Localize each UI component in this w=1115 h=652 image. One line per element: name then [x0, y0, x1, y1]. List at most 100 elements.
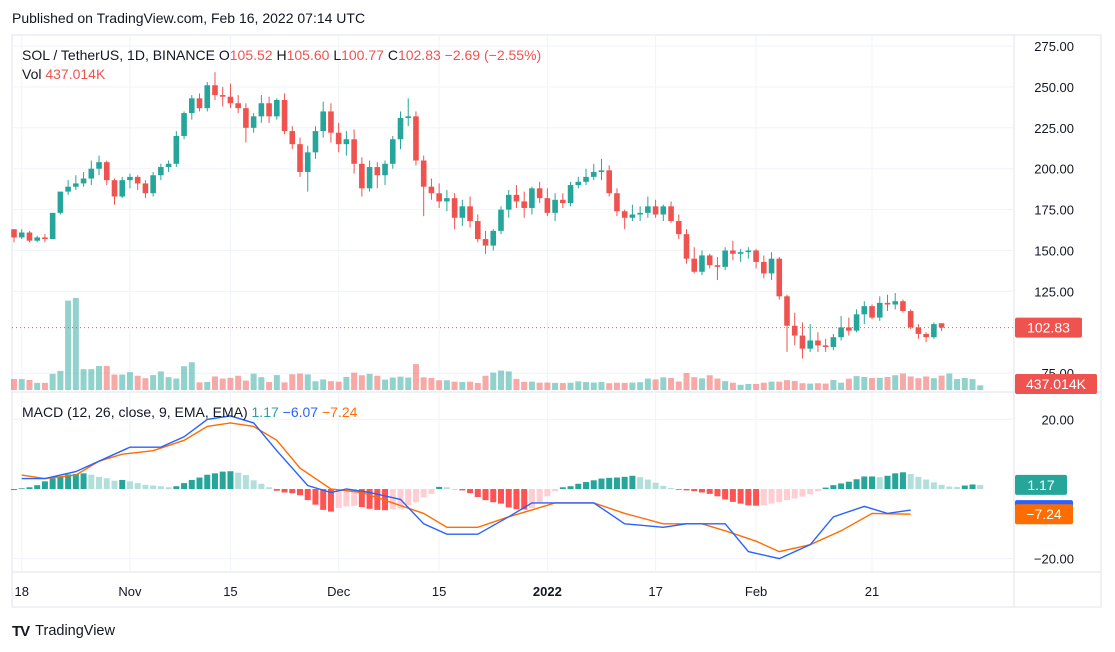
candle: [274, 98, 280, 120]
candle-body: [552, 199, 558, 213]
candle: [227, 83, 234, 109]
macd-histogram-bar: [822, 487, 829, 489]
volume-bar: [753, 383, 760, 390]
volume-bar: [134, 375, 141, 390]
macd-histogram-bar: [575, 483, 582, 489]
candle-body: [320, 111, 326, 132]
candle-body: [869, 306, 875, 318]
candle-body: [876, 302, 883, 318]
volume-bar: [103, 366, 110, 390]
candle: [173, 131, 180, 168]
volume-bar: [250, 373, 257, 390]
macd-histogram-bar: [776, 489, 783, 503]
candle-body: [830, 337, 837, 348]
candle-body: [505, 194, 512, 210]
volume-bar: [351, 372, 358, 390]
macd-histogram-bar: [946, 486, 953, 489]
candle: [359, 157, 365, 197]
macd-histogram-bar: [126, 481, 133, 489]
candle: [846, 317, 852, 336]
candle: [142, 180, 149, 199]
macd-legend-name: MACD (12, 26, close, 9, EMA, EMA): [22, 404, 252, 420]
volume-bar: [845, 378, 852, 390]
volume-bar: [150, 375, 157, 390]
candle: [413, 111, 419, 166]
candle: [900, 299, 906, 313]
candle: [853, 309, 860, 333]
candle: [931, 322, 937, 339]
change-value: −2.69 (−2.55%): [445, 47, 542, 63]
macd-histogram-bar: [258, 483, 265, 489]
candle: [65, 180, 71, 195]
volume-bar: [977, 385, 984, 390]
candle: [660, 204, 667, 222]
time-tick-label: 15: [432, 584, 446, 599]
macd-legend-signal: −7.24: [322, 404, 358, 420]
candle: [505, 189, 512, 218]
macd-indicator: [11, 415, 984, 560]
macd-tick-label: −20.00: [1034, 552, 1074, 567]
macd-histogram-bar: [552, 489, 559, 492]
volume-bar: [791, 380, 798, 390]
candle-body: [235, 103, 241, 109]
macd-histogram-bar: [745, 489, 752, 506]
macd-histogram-bar: [497, 489, 504, 504]
macd-histogram-bar: [297, 489, 304, 496]
candle-body: [575, 181, 582, 186]
volume-bar: [575, 381, 582, 390]
candle-body: [366, 167, 373, 189]
price-tick-label: 175.00: [1034, 203, 1074, 218]
candle: [791, 312, 798, 346]
macd-histogram-bar: [807, 489, 814, 495]
volume-bar: [768, 381, 775, 390]
candle-body: [714, 265, 721, 267]
candle-body: [49, 212, 56, 240]
candle-body: [884, 302, 891, 305]
volume-bar: [760, 382, 767, 390]
macd-histogram-bar: [923, 479, 930, 489]
volume-bar: [691, 377, 698, 390]
volume-bar: [34, 382, 41, 390]
macd-histogram-bar: [838, 483, 845, 489]
open-label: O: [219, 47, 230, 63]
macd-histogram-bar: [428, 489, 435, 494]
candle-body: [436, 193, 442, 202]
macd-histogram-bar: [103, 478, 110, 489]
volume-bar: [722, 381, 729, 390]
candle-body: [34, 237, 40, 241]
candle: [706, 253, 713, 269]
candle: [103, 160, 110, 186]
candle-body: [18, 232, 25, 238]
macd-histogram-bar: [590, 480, 597, 489]
volume-bar: [784, 380, 790, 390]
candle: [57, 191, 64, 215]
candle-body: [560, 199, 566, 204]
candle: [320, 101, 326, 138]
macd-line: [21, 415, 911, 560]
macd-histogram-bar: [799, 489, 806, 497]
candle: [34, 235, 40, 243]
candle-body: [258, 103, 265, 117]
candle: [150, 171, 156, 197]
macd-histogram-bar: [242, 475, 249, 489]
macd-histogram-bar: [652, 482, 659, 489]
macd-histogram-bar: [760, 489, 767, 506]
symbol-legend: SOL / TetherUS, 1D, BINANCE O105.52 H105…: [22, 47, 541, 63]
candle: [366, 160, 373, 192]
macd-histogram-bar: [235, 472, 242, 489]
macd-histogram-bar: [706, 489, 713, 494]
candle-body: [799, 335, 806, 349]
volume-bar: [297, 373, 304, 390]
macd-histogram-bar: [266, 487, 273, 489]
candle: [567, 181, 574, 207]
volume-bar: [219, 378, 226, 390]
macd-histogram-bar: [304, 489, 311, 501]
candle-body: [127, 176, 133, 181]
footer-branding[interactable]: TV TradingView: [12, 621, 115, 641]
candle: [119, 176, 126, 199]
candle: [598, 158, 605, 181]
candle-body: [312, 131, 319, 153]
volume-bar: [961, 378, 968, 390]
macd-histogram-bar: [938, 484, 945, 489]
